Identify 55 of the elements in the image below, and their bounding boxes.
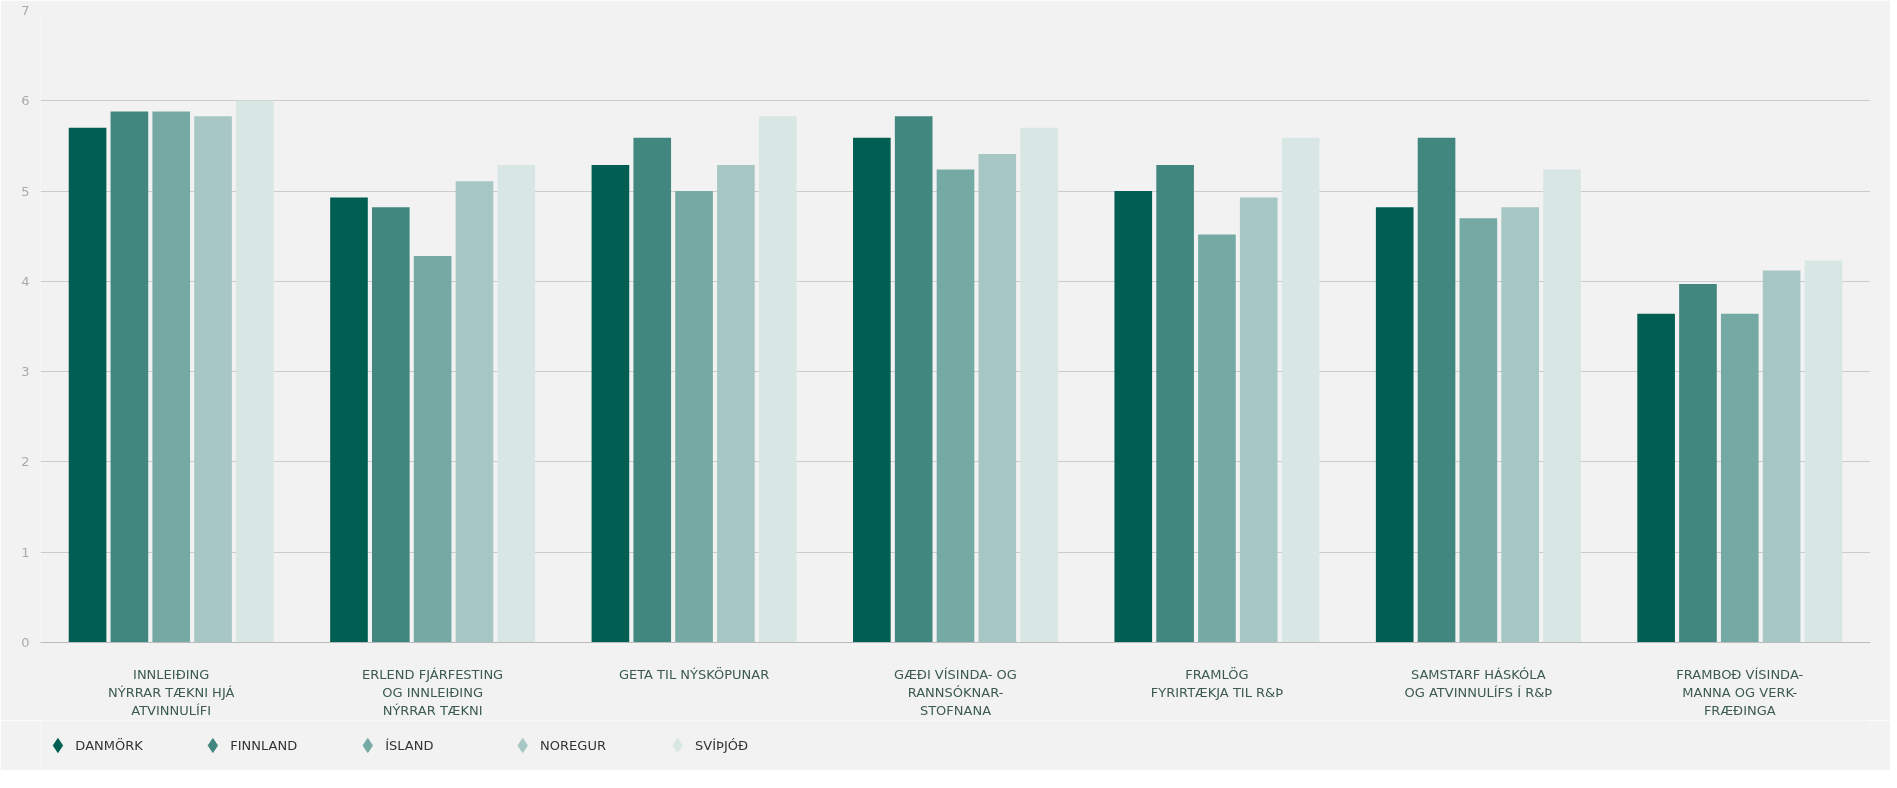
bar bbox=[152, 111, 191, 643]
x-tick-label: GÆÐI VÍSINDA- OG RANNSÓKNAR- STOFNANA bbox=[894, 666, 1017, 718]
y-tick-label: 6 bbox=[21, 93, 30, 109]
y-tick-label: 5 bbox=[21, 183, 30, 199]
bar bbox=[371, 207, 410, 643]
x-tick-label: INNLEIÐING NÝRRAR TÆKNI HJÁ ATVINNULÍFI bbox=[108, 666, 235, 718]
bar bbox=[1198, 234, 1236, 643]
bar bbox=[455, 181, 494, 643]
bar bbox=[1679, 284, 1717, 643]
bar bbox=[1459, 218, 1498, 643]
bar bbox=[894, 116, 933, 643]
bar bbox=[936, 169, 975, 643]
y-tick-label: 1 bbox=[21, 544, 30, 560]
bar bbox=[236, 100, 274, 643]
bar bbox=[1720, 313, 1759, 643]
bar bbox=[1501, 207, 1540, 643]
bar bbox=[758, 116, 797, 643]
bar bbox=[1156, 164, 1194, 643]
legend-label: ÍSLAND bbox=[385, 738, 434, 753]
legend-label: NOREGUR bbox=[540, 738, 606, 753]
bar bbox=[1281, 137, 1320, 643]
legend-label: SVÍÞJÓÐ bbox=[695, 738, 749, 753]
bar bbox=[1114, 191, 1153, 643]
x-tick-label: GETA TIL NÝSKÖPUNAR bbox=[618, 665, 770, 682]
bar bbox=[413, 256, 452, 643]
bar bbox=[1239, 197, 1278, 643]
bar bbox=[633, 137, 672, 643]
bar bbox=[1375, 207, 1414, 643]
bar bbox=[1543, 169, 1581, 643]
bar bbox=[591, 164, 630, 643]
bar bbox=[68, 127, 107, 643]
x-tick-label: SAMSTARF HÁSKÓLA OG ATVINNULÍFS Í R&Þ bbox=[1404, 666, 1553, 700]
y-tick-label: 4 bbox=[21, 273, 30, 289]
bar bbox=[497, 164, 536, 643]
bar bbox=[330, 197, 368, 643]
x-tick-label: FRAMBOÐ VÍSINDA- MANNA OG VERK- FRÆÐINGA bbox=[1676, 666, 1804, 718]
bar bbox=[1417, 137, 1456, 643]
y-tick-label: 3 bbox=[21, 364, 30, 380]
x-tick-label: FRAMLÖG FYRIRTÆKJA TIL R&Þ bbox=[1150, 665, 1284, 700]
bar bbox=[110, 111, 149, 643]
bar bbox=[717, 164, 755, 643]
bar bbox=[1637, 313, 1675, 643]
legend-label: DANMÖRK bbox=[75, 737, 144, 753]
y-tick-label: 0 bbox=[21, 635, 30, 650]
y-tick-label: 7 bbox=[21, 3, 30, 18]
bar bbox=[1020, 127, 1058, 643]
bar bbox=[853, 137, 891, 643]
bar bbox=[1762, 270, 1801, 643]
y-tick-label: 2 bbox=[21, 454, 30, 470]
bar bbox=[675, 191, 713, 643]
bar bbox=[1804, 260, 1843, 643]
bar bbox=[194, 116, 232, 643]
x-tick-label: ERLEND FJÁRFESTING OG INNLEIÐING NÝRRAR TÆKNI bbox=[362, 666, 504, 718]
bar bbox=[978, 154, 1017, 643]
legend-label: FINNLAND bbox=[230, 738, 298, 753]
